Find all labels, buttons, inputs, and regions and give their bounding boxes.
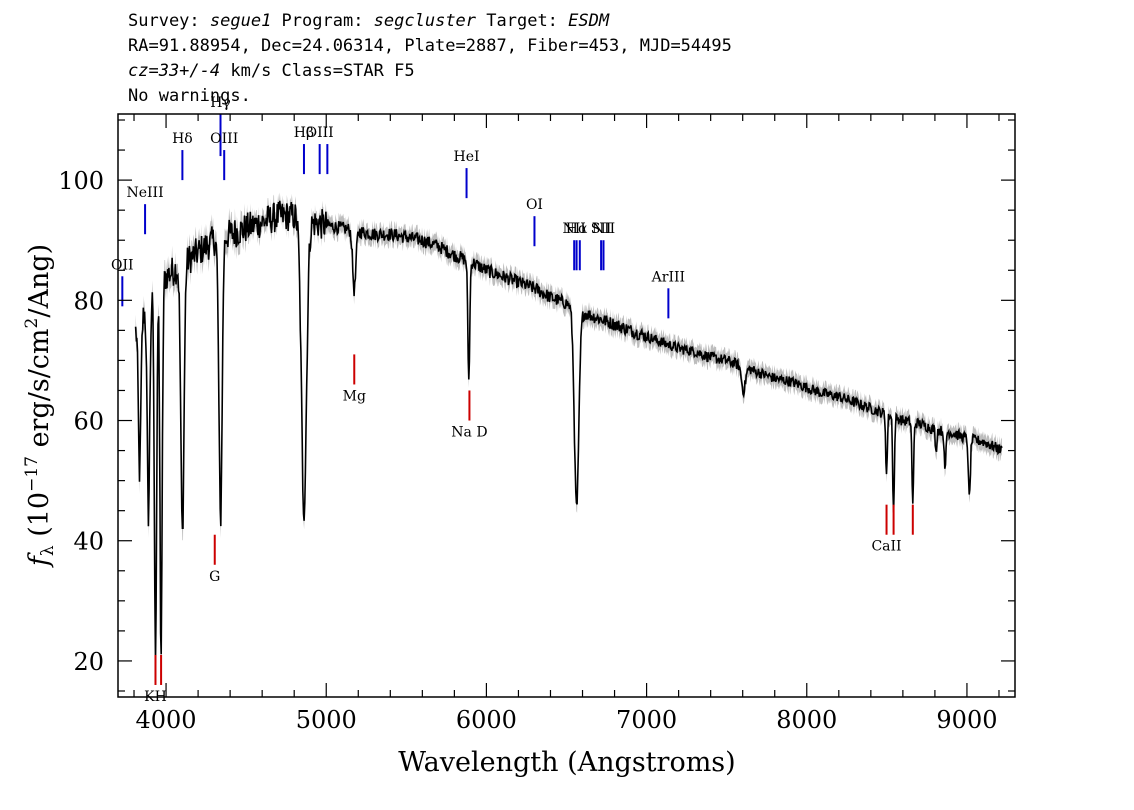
y-label-unit-a: (10 xyxy=(24,492,55,545)
emission-marker-label: Hβ xyxy=(294,125,314,141)
x-tick-label: 4000 xyxy=(136,706,197,734)
absorption-marker-label: CaII xyxy=(871,539,901,555)
header-line-2: RA=91.88954, Dec=24.06314, Plate=2887, F… xyxy=(128,36,732,56)
y-tick-label: 40 xyxy=(73,528,104,556)
emission-marker-label: NII xyxy=(592,221,615,237)
redshift-value: cz=33+/-4 xyxy=(128,61,221,81)
emission-marker-label: OI xyxy=(526,197,543,213)
x-tick-label: 7000 xyxy=(616,706,677,734)
y-tick-label: 80 xyxy=(73,287,104,315)
x-tick-label: 6000 xyxy=(456,706,517,734)
absorption-marker-label: G xyxy=(209,569,220,585)
emission-marker-label: OII xyxy=(111,257,134,273)
emission-marker-label: Hγ xyxy=(210,95,231,111)
survey-value: segue1 xyxy=(209,11,272,31)
y-tick-label: 60 xyxy=(73,408,104,436)
program-label: Program: xyxy=(271,11,374,31)
emission-marker-label: Hα xyxy=(566,221,588,237)
survey-label: Survey: xyxy=(128,11,210,31)
y-label-unit-b: erg/s/cm xyxy=(24,328,55,456)
y-tick-label: 20 xyxy=(73,648,104,676)
emission-marker-label: HeI xyxy=(454,149,480,165)
emission-marker-label: OIII xyxy=(210,131,238,147)
emission-marker-label: SII xyxy=(591,221,612,237)
flux-series xyxy=(134,200,1003,664)
target-label: Target: xyxy=(476,11,569,31)
x-tick-label: 9000 xyxy=(936,706,997,734)
x-axis-label: Wavelength (Angstroms) xyxy=(398,747,735,778)
x-tick-label: 8000 xyxy=(776,706,837,734)
header-line-3: cz=33+/-4 km/s Class=STAR F5 xyxy=(128,60,415,82)
emission-marker-label: OIII xyxy=(306,125,334,141)
emission-marker-label: NeIII xyxy=(126,185,163,201)
program-value: segcluster xyxy=(373,11,477,31)
flux-line xyxy=(134,200,1003,664)
axes: 4000 5000 6000 7000 8000 9000 20 40 60 80 100 xyxy=(58,113,1016,734)
error-region xyxy=(135,192,1002,675)
absorption-marker-label: Mg xyxy=(343,388,366,404)
emission-marker-label: ArIII xyxy=(651,269,685,285)
error-band xyxy=(135,192,1002,675)
y-label-exponent: −17 xyxy=(22,456,42,492)
emission-marker-label: Hδ xyxy=(172,131,193,147)
y-tick-label: 100 xyxy=(58,167,104,195)
header-line-1: Survey: segue1 Program: segcluster Targe… xyxy=(128,10,609,32)
y-label-unit-c: /Ang) xyxy=(24,244,55,318)
class-text: km/s Class=STAR F5 xyxy=(220,61,415,81)
emission-marker-label: NII xyxy=(563,221,586,237)
y-axis-label: fλ (10−17 erg/s/cm2/Ang) xyxy=(22,244,58,568)
header-line-4: No warnings. xyxy=(128,86,251,106)
y-label-square: 2 xyxy=(22,318,42,329)
y-label-subscript: λ xyxy=(38,545,58,556)
absorption-marker-label: Na D xyxy=(451,425,487,441)
y-label-symbol: f xyxy=(24,552,55,568)
plot-frame xyxy=(117,113,1016,698)
target-value: ESDM xyxy=(568,11,610,31)
x-tick-label: 5000 xyxy=(296,706,357,734)
